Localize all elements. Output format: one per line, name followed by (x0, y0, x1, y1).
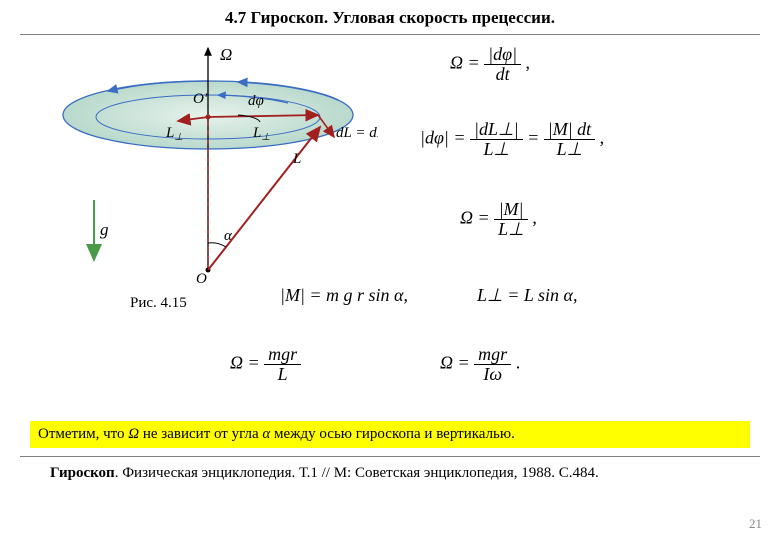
citation: Гироскоп. Физическая энциклопедия. Т.1 /… (0, 457, 780, 482)
page-number: 21 (749, 516, 762, 532)
section-title: 4.7 Гироскоп. Угловая скорость прецессии… (0, 0, 780, 34)
equation-omega-mgr-iw: Ω = mgrIω . (440, 345, 520, 384)
equation-moment: |M| = m g r sin α, L⊥ = L sin α, (280, 285, 577, 306)
equation-omega-mgr-l: Ω = mgrL (230, 345, 301, 384)
svg-text:Ω: Ω (220, 45, 232, 64)
svg-text:dφ: dφ (248, 93, 264, 109)
equation-omega-m-l: Ω = |M|L⊥ , (460, 200, 537, 239)
note-alpha-symbol: α (262, 426, 270, 442)
svg-text:O': O' (193, 91, 208, 107)
citation-rest: . Физическая энциклопедия. Т.1 // М: Сов… (115, 465, 599, 481)
note-text-2: не зависит от угла (143, 426, 263, 442)
svg-text:α: α (224, 228, 233, 244)
svg-text:g: g (100, 220, 109, 239)
note-text-1: Отметим, что (38, 426, 128, 442)
svg-text:O: O (196, 271, 207, 287)
citation-term: Гироскоп (50, 465, 115, 481)
content-area: Ω O' dφ L⊥ L⊥ L dL = dL⊥ α g O Рис. 4.15… (0, 35, 780, 415)
figure-caption: Рис. 4.15 (130, 295, 187, 312)
svg-text:L: L (292, 151, 301, 167)
equation-dphi: |dφ| = |dL⊥|L⊥ = |M| dtL⊥ , (420, 120, 604, 159)
svg-text:dL = dL⊥: dL = dL⊥ (336, 125, 378, 143)
precession-figure: Ω O' dφ L⊥ L⊥ L dL = dL⊥ α g O (38, 45, 378, 295)
equation-omega-def: Ω = |dφ|dt , (450, 45, 530, 84)
note-text-3: между осью гироскопа и вертикалью. (274, 426, 515, 442)
note-omega-symbol: Ω (128, 426, 139, 442)
highlight-note: Отметим, что Ω не зависит от угла α межд… (30, 421, 750, 448)
